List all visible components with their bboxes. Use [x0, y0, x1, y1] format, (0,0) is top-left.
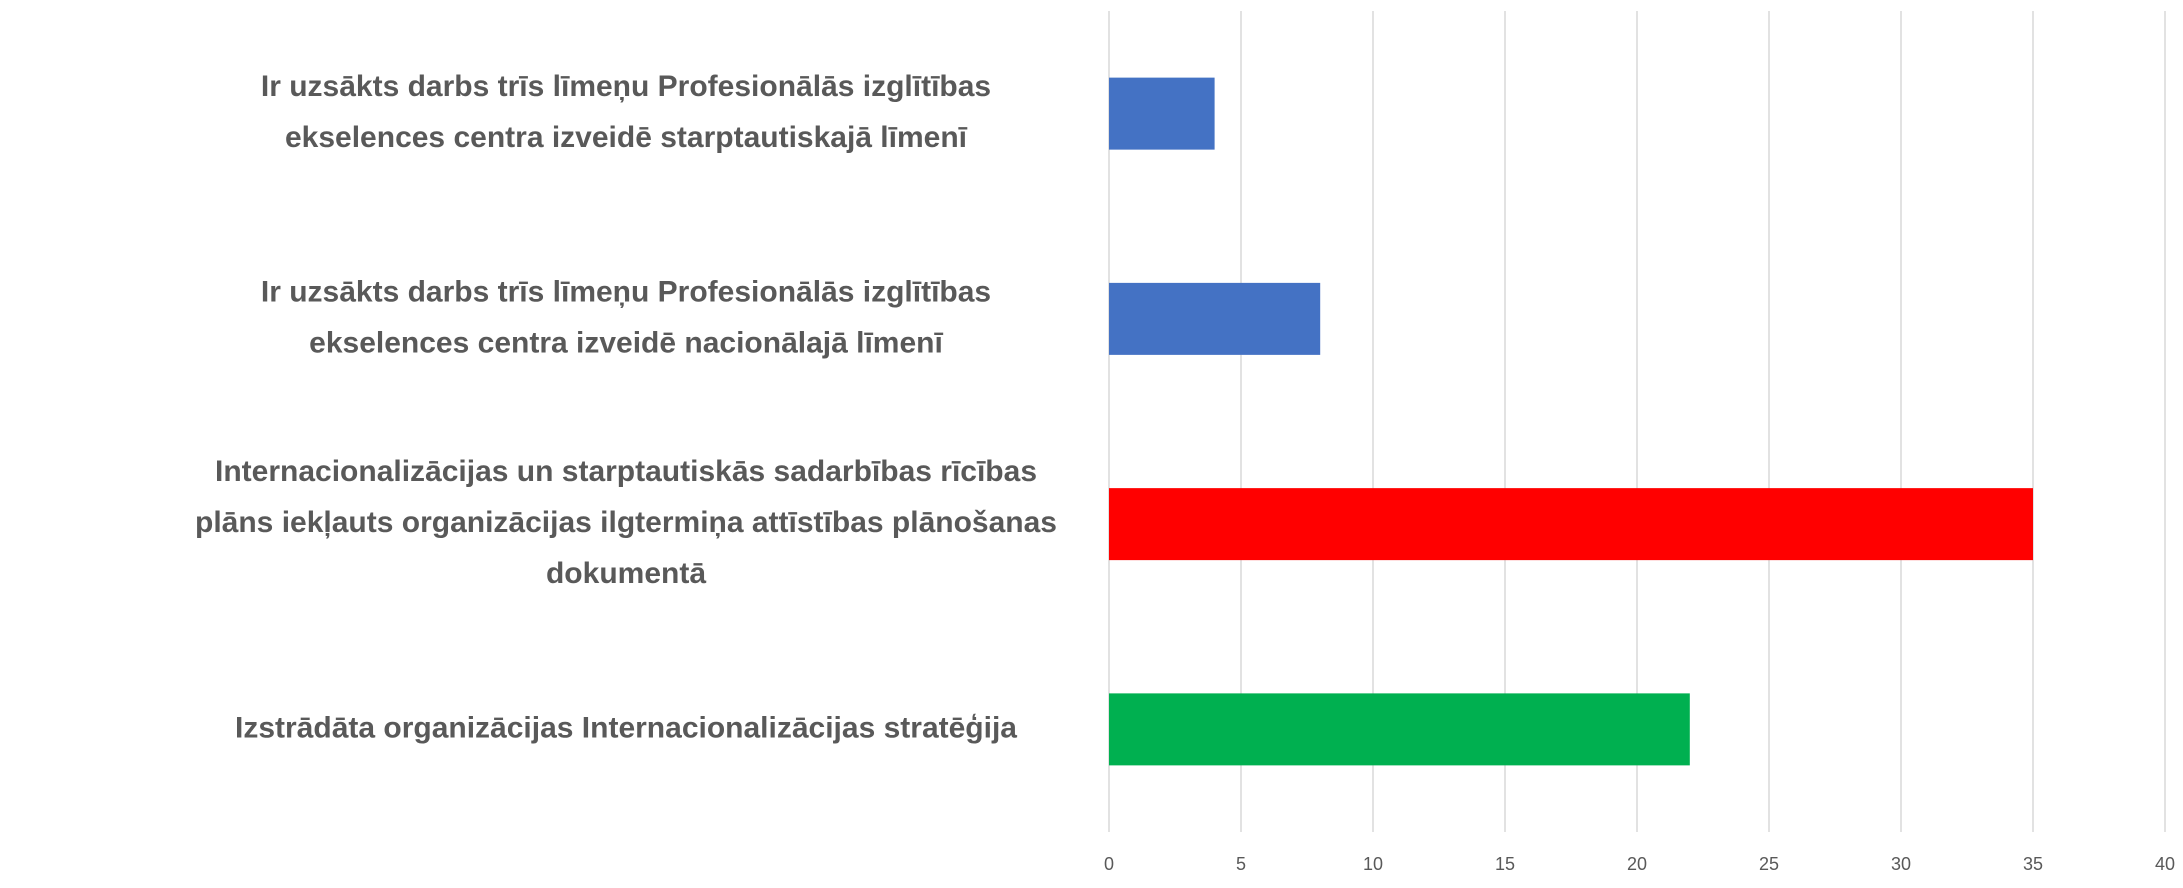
x-tick-label: 15	[1495, 854, 1515, 874]
category-label: dokumentā	[546, 557, 706, 590]
x-tick-label: 30	[1891, 854, 1911, 874]
bar	[1109, 282, 1321, 355]
x-tick-label: 5	[1236, 854, 1246, 874]
category-label: Izstrādāta organizācijas Internacionaliz…	[235, 711, 1017, 744]
category-label: ekselences centra izveidē starptautiskaj…	[285, 121, 968, 154]
x-tick-label: 10	[1363, 854, 1383, 874]
x-tick-label: 0	[1104, 854, 1114, 874]
category-label: Ir uzsākts darbs trīs līmeņu Profesionāl…	[261, 70, 991, 103]
x-tick-label: 25	[1759, 854, 1779, 874]
category-label: ekselences centra izveidē nacionālajā lī…	[309, 326, 943, 359]
bar	[1109, 693, 1690, 766]
x-tick-label: 35	[2023, 854, 2043, 874]
bar	[1109, 488, 2033, 561]
category-label: Internacionalizācijas un starptautiskās …	[215, 455, 1037, 488]
bar	[1109, 77, 1215, 150]
x-tick-label: 20	[1627, 854, 1647, 874]
category-label: Ir uzsākts darbs trīs līmeņu Profesionāl…	[261, 275, 991, 308]
category-label: plāns iekļauts organizācijas ilgtermiņa …	[195, 506, 1057, 539]
x-tick-label: 40	[2155, 854, 2175, 874]
